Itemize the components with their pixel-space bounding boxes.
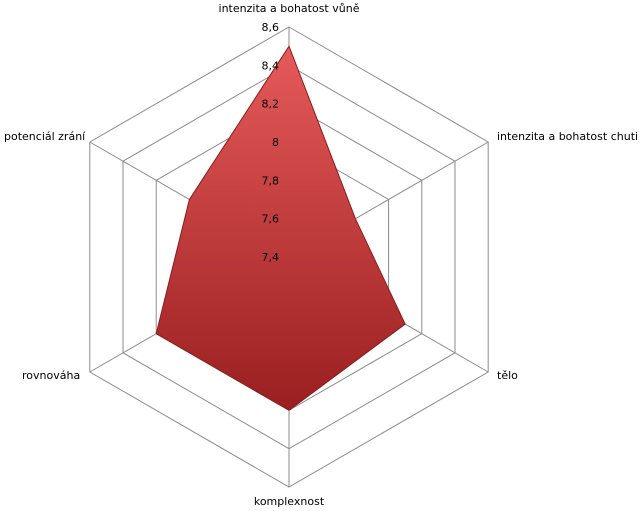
category-label: komplexnost bbox=[254, 495, 325, 508]
r-tick-label: 7,8 bbox=[262, 174, 280, 187]
data-area bbox=[155, 45, 406, 411]
category-label: potenciál zrání bbox=[4, 130, 86, 143]
r-tick-label: 7,6 bbox=[262, 213, 280, 226]
category-label: tělo bbox=[497, 369, 518, 382]
category-label: intenzita a bohatost chuti bbox=[497, 130, 638, 143]
category-label: rovnováha bbox=[22, 369, 80, 382]
r-tick-label: 8,6 bbox=[262, 21, 280, 34]
r-tick-label: 8 bbox=[272, 136, 279, 149]
category-label: intenzita a bohatost vůně bbox=[219, 2, 360, 15]
r-tick-label: 8,4 bbox=[262, 59, 280, 72]
r-tick-label: 8,2 bbox=[262, 98, 280, 111]
r-tick-label: 7,4 bbox=[262, 251, 280, 264]
